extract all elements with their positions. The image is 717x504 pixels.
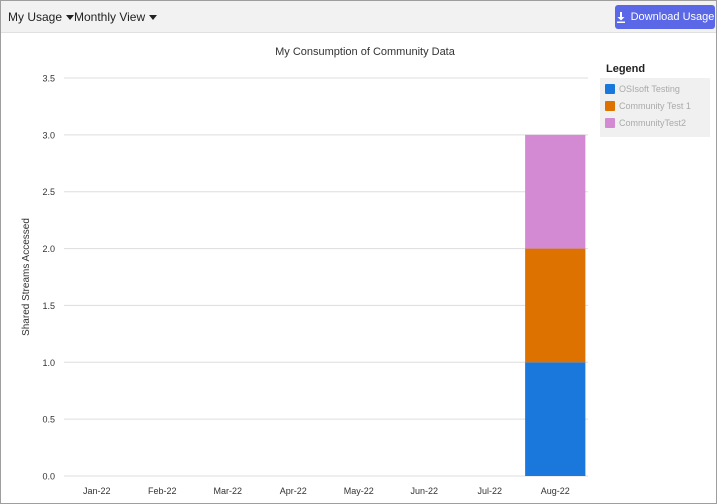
y-tick-label: 0.0: [42, 472, 55, 482]
usage-dropdown[interactable]: My Usage: [8, 1, 75, 33]
legend: OSIsoft Testing Community Test 1 Community…: [600, 78, 710, 137]
y-tick-label: 3.0: [42, 130, 55, 140]
y-tick-label: 0.5: [42, 415, 55, 425]
legend-item[interactable]: OSIsoft Testing: [605, 84, 680, 94]
legend-swatch: [605, 101, 615, 111]
x-tick-label: Aug-22: [541, 486, 570, 496]
y-tick-label: 3.5: [42, 74, 55, 84]
legend-swatch: [605, 118, 615, 128]
legend-item[interactable]: Community Test 1: [605, 101, 691, 111]
legend-item[interactable]: CommunityTest2: [605, 118, 686, 128]
x-tick-label: Feb-22: [148, 486, 177, 496]
x-tick-label: Jul-22: [477, 486, 502, 496]
bar-segment: [525, 134, 586, 249]
legend-title: Legend: [606, 63, 646, 75]
caret-down-icon: [149, 15, 158, 20]
x-tick-label: May-22: [344, 486, 374, 496]
legend-swatch: [605, 84, 615, 94]
x-tick-label: Mar-22: [213, 486, 242, 496]
legend-label: Community Test 1: [619, 101, 691, 111]
caret-down-icon: [66, 15, 75, 20]
usage-chart: 0.0 0.5 1.0 1.5 2.0 2.5 3.0 3.5 Shared Streams A…: [21, 74, 588, 496]
x-tick-label: Apr-22: [280, 486, 307, 496]
view-dropdown[interactable]: Monthly View: [74, 1, 158, 33]
legend-label: OSIsoft Testing: [619, 84, 680, 94]
legend-label: CommunityTest2: [619, 118, 687, 128]
y-tick-label: 1.0: [42, 358, 55, 368]
toolbar: My Usage Monthly View Download Usage: [1, 1, 716, 33]
download-usage-button[interactable]: Download Usage: [615, 5, 715, 29]
y-tick-label: 2.5: [42, 187, 55, 197]
y-tick-label: 1.5: [42, 301, 55, 311]
usage-dropdown-label: My Usage: [8, 10, 63, 24]
download-icon: [616, 11, 625, 23]
x-tick-label: Jun-22: [410, 486, 438, 496]
bar-segment: [525, 362, 586, 476]
y-axis-label: Shared Streams Accessed: [21, 218, 32, 336]
x-tick-label: Jan-22: [83, 486, 111, 496]
chart-title: My Consumption of Community Data: [275, 46, 455, 58]
view-dropdown-label: Monthly View: [74, 10, 146, 24]
y-tick-label: 2.0: [42, 244, 55, 254]
bar-segment: [525, 248, 586, 363]
download-usage-label: Download Usage: [630, 11, 715, 23]
